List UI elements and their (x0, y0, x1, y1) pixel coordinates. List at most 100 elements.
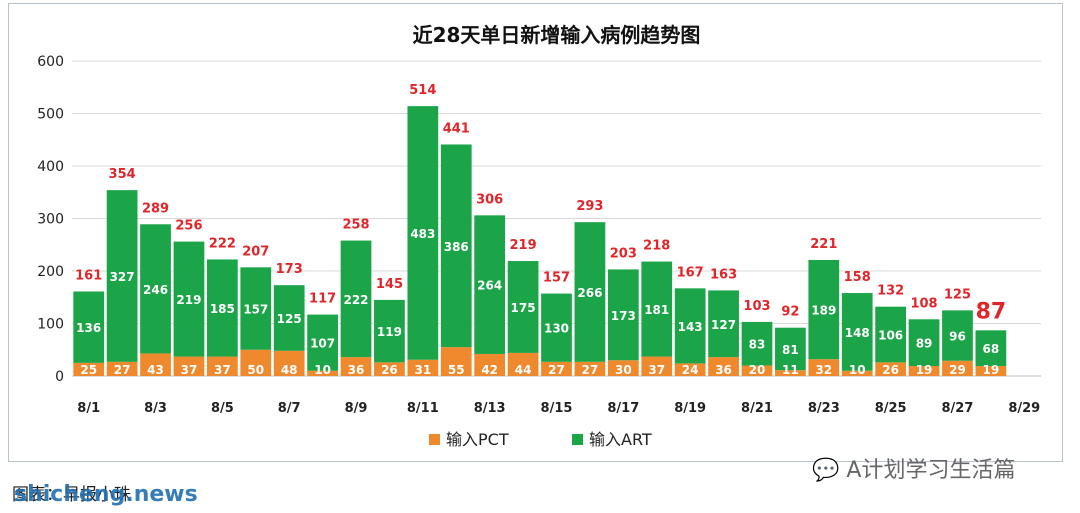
pct-value-label: 55 (448, 363, 465, 377)
x-tick-label: 8/13 (474, 401, 506, 416)
art-value-label: 68 (983, 342, 1000, 356)
bar-pct (340, 357, 372, 376)
bar-pct (775, 370, 806, 376)
total-value-label: 117 (309, 292, 336, 307)
bar-art (942, 310, 973, 361)
art-value-label: 173 (611, 309, 636, 323)
total-value-label: 87 (976, 299, 1007, 324)
bar-pct (741, 365, 773, 376)
wechat-watermark-text: A计划学习生活篇 (846, 458, 1016, 483)
bar-pct (607, 360, 639, 376)
x-tick-label: 8/5 (211, 401, 234, 416)
pct-value-label: 36 (348, 363, 365, 377)
total-value-label: 289 (142, 201, 169, 216)
bar-pct (641, 356, 673, 376)
pct-value-label: 26 (381, 363, 398, 377)
bar-pct (942, 360, 973, 376)
pct-value-label: 10 (849, 363, 866, 377)
y-tick-label: 200 (37, 264, 64, 280)
bar-pct (106, 361, 138, 376)
pct-value-label: 25 (80, 363, 97, 377)
x-tick-label: 8/3 (144, 401, 167, 416)
bar-pct (474, 353, 506, 376)
total-value-label: 306 (476, 192, 503, 207)
bar-art (875, 306, 907, 363)
x-tick-label: 8/27 (942, 401, 974, 416)
wechat-watermark: 💬 A计划学习生活篇 (812, 452, 1015, 484)
bar-pct (875, 362, 907, 376)
bar-art (674, 288, 706, 364)
bar-pct (908, 366, 940, 376)
total-value-label: 103 (743, 299, 770, 314)
total-value-label: 207 (242, 244, 269, 259)
art-value-label: 266 (577, 286, 602, 300)
pct-value-label: 32 (815, 363, 832, 377)
bar-art (307, 314, 338, 371)
bar-pct (307, 370, 338, 376)
bar-pct (541, 361, 572, 376)
legend-label-pct: 输入PCT (446, 430, 509, 449)
bar-art (140, 224, 171, 354)
bar-art (507, 261, 539, 353)
total-value-label: 161 (75, 268, 102, 283)
x-tick-label: 8/11 (407, 401, 439, 416)
total-value-label: 354 (109, 167, 136, 182)
art-value-label: 483 (410, 227, 435, 241)
art-value-label: 181 (644, 303, 669, 317)
bar-pct (708, 357, 739, 376)
chart-frame: 近28天单日新增输入病例趋势图 0 100 200 300 400 500 600 25 136 1… (8, 3, 1063, 462)
bar-art (741, 321, 773, 366)
total-value-label: 219 (510, 238, 537, 253)
art-value-label: 386 (444, 240, 469, 254)
total-value-label: 108 (910, 296, 937, 311)
pct-value-label: 27 (114, 363, 131, 377)
art-value-label: 327 (110, 270, 135, 284)
total-value-label: 258 (342, 218, 369, 233)
x-tick-label: 8/9 (345, 401, 368, 416)
bar-pct (206, 356, 238, 376)
bar-art (708, 290, 739, 358)
total-value-label: 203 (610, 246, 637, 261)
bar-art (474, 215, 506, 354)
bar-art (206, 259, 238, 357)
bar-art (808, 259, 840, 360)
art-value-label: 96 (949, 330, 966, 344)
bar-pct (240, 349, 272, 376)
art-value-label: 89 (916, 337, 933, 351)
bar-art (407, 106, 439, 360)
bar-pct (507, 352, 539, 376)
x-tick-label: 8/21 (741, 401, 773, 416)
bar-pct (574, 361, 606, 376)
pct-value-label: 37 (181, 363, 198, 377)
total-value-label: 256 (175, 219, 202, 234)
bar-pct (173, 356, 205, 376)
total-value-label: 218 (643, 239, 670, 254)
total-value-label: 293 (576, 199, 603, 214)
bar-art (173, 241, 205, 357)
pct-value-label: 36 (715, 363, 732, 377)
pct-value-label: 31 (414, 363, 431, 377)
bar-art (340, 240, 372, 358)
bar-art (374, 299, 405, 363)
pct-value-label: 11 (782, 363, 799, 377)
legend-swatch-art (572, 434, 583, 445)
art-value-label: 189 (811, 304, 836, 318)
pct-value-label: 30 (615, 363, 632, 377)
stacked-bar-chart: 近28天单日新增输入病例趋势图 0 100 200 300 400 500 600 25 136 1… (37, 23, 1041, 449)
wechat-icon: 💬 (812, 458, 840, 483)
art-value-label: 143 (678, 320, 703, 334)
pct-value-label: 10 (314, 363, 331, 377)
bar-art (908, 319, 940, 367)
art-value-label: 106 (878, 329, 903, 343)
pct-value-label: 27 (548, 363, 565, 377)
bar-art (841, 293, 873, 371)
total-value-label: 221 (810, 237, 837, 252)
bar-art (73, 291, 105, 363)
art-value-label: 127 (711, 318, 736, 332)
total-value-label: 441 (443, 121, 470, 136)
bar-art (775, 327, 806, 371)
total-value-label: 222 (209, 236, 236, 251)
art-value-label: 119 (377, 325, 402, 339)
bar-pct (374, 362, 405, 376)
bar-pct (841, 370, 873, 376)
